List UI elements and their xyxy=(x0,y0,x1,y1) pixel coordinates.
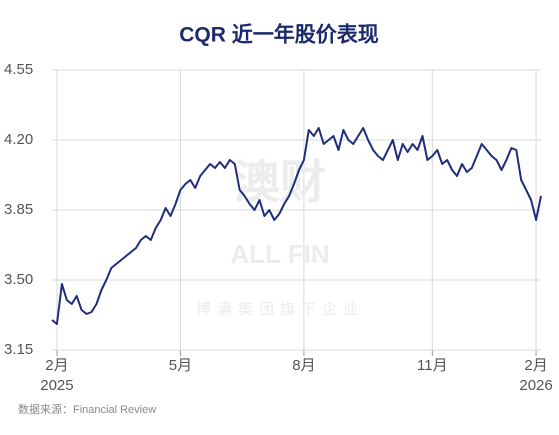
source-note: 数据来源：Financial Review xyxy=(18,402,156,416)
watermark-brand: ALL FIN xyxy=(230,239,329,269)
y-tick-label: 4.20 xyxy=(4,131,33,148)
price-line xyxy=(51,127,542,325)
watermark-logo: 澳财 xyxy=(234,156,326,208)
x-tick-label: 2月 2026 xyxy=(519,357,552,394)
x-tick-label: 2月 2025 xyxy=(40,357,73,394)
chart-title: CQR 近一年股价表现 xyxy=(179,23,379,47)
y-tick-label: 3.50 xyxy=(4,271,33,288)
y-tick-label: 3.85 xyxy=(4,201,33,218)
x-tick-label: 8月 xyxy=(292,357,315,374)
y-tick-label: 4.55 xyxy=(4,61,33,78)
watermark-tagline: 博满集团旗下企业 xyxy=(196,300,364,318)
y-tick-label: 3.15 xyxy=(4,341,33,358)
x-tick-label: 5月 xyxy=(169,357,192,374)
x-tick-label: 11月 xyxy=(417,357,448,374)
